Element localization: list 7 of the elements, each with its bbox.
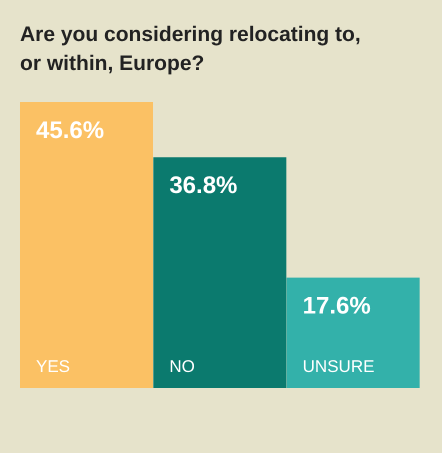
- data-label: 36.8%: [169, 172, 238, 200]
- data-label: 45.6%: [36, 117, 104, 144]
- x-tick-label: YES: [36, 357, 70, 376]
- x-tick-label: UNSURE: [302, 357, 374, 376]
- x-tick-label: NO: [169, 357, 195, 376]
- chart-title: Are you considering relocating to, or within, Europe?: [20, 22, 362, 77]
- data-label: 17.6%: [302, 292, 371, 320]
